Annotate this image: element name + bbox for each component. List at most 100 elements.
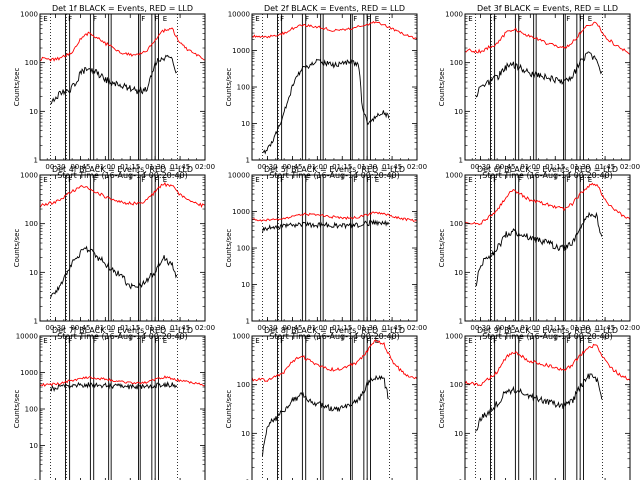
x-tick-label: 01:30 [145, 163, 165, 171]
y-tick-label: 1 [459, 157, 463, 165]
events-series-line [475, 373, 603, 432]
panel-title: Det 8f BLACK = Events, RED = LLD [264, 326, 405, 335]
plot-frame [39, 335, 206, 480]
state-flag: F [518, 176, 522, 184]
x-tick-label: 00:45 [70, 163, 90, 171]
y-tick-label: 10 [454, 108, 463, 116]
y-tick-label: 1 [459, 318, 463, 326]
state-flag: F [305, 176, 309, 184]
y-tick-label: 100 [25, 406, 38, 414]
x-tick-label: 01:15 [545, 163, 565, 171]
plot-frame [39, 174, 206, 322]
state-flag: F [155, 337, 159, 345]
y-tick-label: 10 [29, 442, 38, 450]
x-tick-label: 00:30 [45, 324, 65, 332]
lld-series-line [251, 339, 418, 382]
y-tick-label: 1 [246, 318, 250, 326]
state-flag: F [566, 176, 570, 184]
y-tick-label: 100 [237, 84, 250, 92]
state-flag: E [375, 176, 379, 184]
panel-det-7: Det 7f BLACK = Events, RED = LLDEFFFFE11… [13, 326, 206, 480]
y-axis-label: Counts/sec [438, 229, 446, 268]
state-flag: E [588, 176, 592, 184]
plot-frame [251, 174, 418, 322]
x-tick-label: 01:30 [570, 163, 590, 171]
y-tick-label: 100 [237, 245, 250, 253]
panel-title: Det 9f BLACK = Events, RED = LLD [477, 326, 618, 335]
events-series-line [262, 374, 389, 457]
y-tick-label: 10 [241, 430, 250, 438]
x-tick-label: 00:30 [257, 324, 277, 332]
y-tick-label: 100 [450, 220, 463, 228]
state-flag: E [375, 15, 379, 23]
plot-frame [251, 335, 418, 480]
y-axis-label: Counts/sec [225, 390, 233, 429]
events-series-line [50, 54, 178, 105]
state-flag: E [163, 15, 167, 23]
y-tick-label: 10 [241, 281, 250, 289]
y-tick-label: 1 [34, 479, 38, 480]
x-tick-label: 02:00 [195, 324, 215, 332]
lld-series-line [464, 21, 631, 55]
state-flag: E [255, 176, 259, 184]
x-tick-label: 01:45 [595, 324, 615, 332]
state-flag: F [280, 15, 284, 23]
panel-title: Det 1f BLACK = Events, RED = LLD [52, 4, 193, 13]
x-tick-label: 02:00 [407, 163, 427, 171]
state-flag: F [580, 176, 584, 184]
state-flag: F [155, 15, 159, 23]
panel-title: Det 6f BLACK = Events, RED = LLD [477, 165, 618, 174]
y-tick-label: 10 [29, 108, 38, 116]
state-flag: F [493, 337, 497, 345]
events-series-line [50, 245, 178, 299]
y-tick-label: 100 [450, 381, 463, 389]
y-axis-label: Counts/sec [13, 229, 21, 268]
x-tick-label: 01:45 [170, 163, 190, 171]
x-tick-label: 01:45 [382, 324, 402, 332]
y-tick-label: 1000 [20, 11, 38, 19]
state-flag: E [468, 176, 472, 184]
y-axis-label: Counts/sec [225, 229, 233, 268]
x-tick-label: 01:00 [95, 163, 115, 171]
y-tick-label: 1 [34, 318, 38, 326]
state-flag: F [305, 337, 309, 345]
lld-series-line [39, 27, 205, 62]
x-tick-label: 00:30 [45, 163, 65, 171]
y-tick-label: 10 [454, 269, 463, 277]
lld-series-line [464, 343, 631, 387]
y-tick-label: 1000 [232, 208, 250, 216]
y-tick-label: 1000 [232, 47, 250, 55]
state-flag: F [353, 337, 357, 345]
y-tick-label: 1000 [232, 333, 250, 341]
y-axis-label: Counts/sec [13, 68, 21, 107]
lld-series-line [39, 181, 206, 208]
y-tick-label: 10000 [16, 333, 38, 341]
y-tick-label: 1 [459, 479, 463, 480]
state-flag: F [305, 15, 309, 23]
events-series-line [50, 380, 178, 393]
x-tick-label: 00:45 [282, 324, 302, 332]
x-tick-label: 01:15 [120, 163, 140, 171]
lld-series-line [251, 211, 418, 222]
plot-frame [464, 335, 631, 480]
state-flag: E [43, 337, 47, 345]
x-tick-label: 02:00 [620, 324, 640, 332]
panel-title: Det 2f BLACK = Events, RED = LLD [264, 4, 405, 13]
y-tick-label: 10000 [228, 11, 250, 19]
y-tick-label: 10000 [228, 172, 250, 180]
state-flag: F [518, 15, 522, 23]
state-flag: F [580, 337, 584, 345]
x-tick-label: 01:00 [307, 324, 327, 332]
x-tick-label: 00:30 [470, 163, 490, 171]
plot-frame [464, 13, 631, 161]
y-axis-label: Counts/sec [438, 68, 446, 107]
x-tick-label: 00:45 [495, 324, 515, 332]
y-tick-label: 1000 [445, 172, 463, 180]
x-tick-label: 01:15 [332, 324, 352, 332]
y-tick-label: 10 [454, 430, 463, 438]
